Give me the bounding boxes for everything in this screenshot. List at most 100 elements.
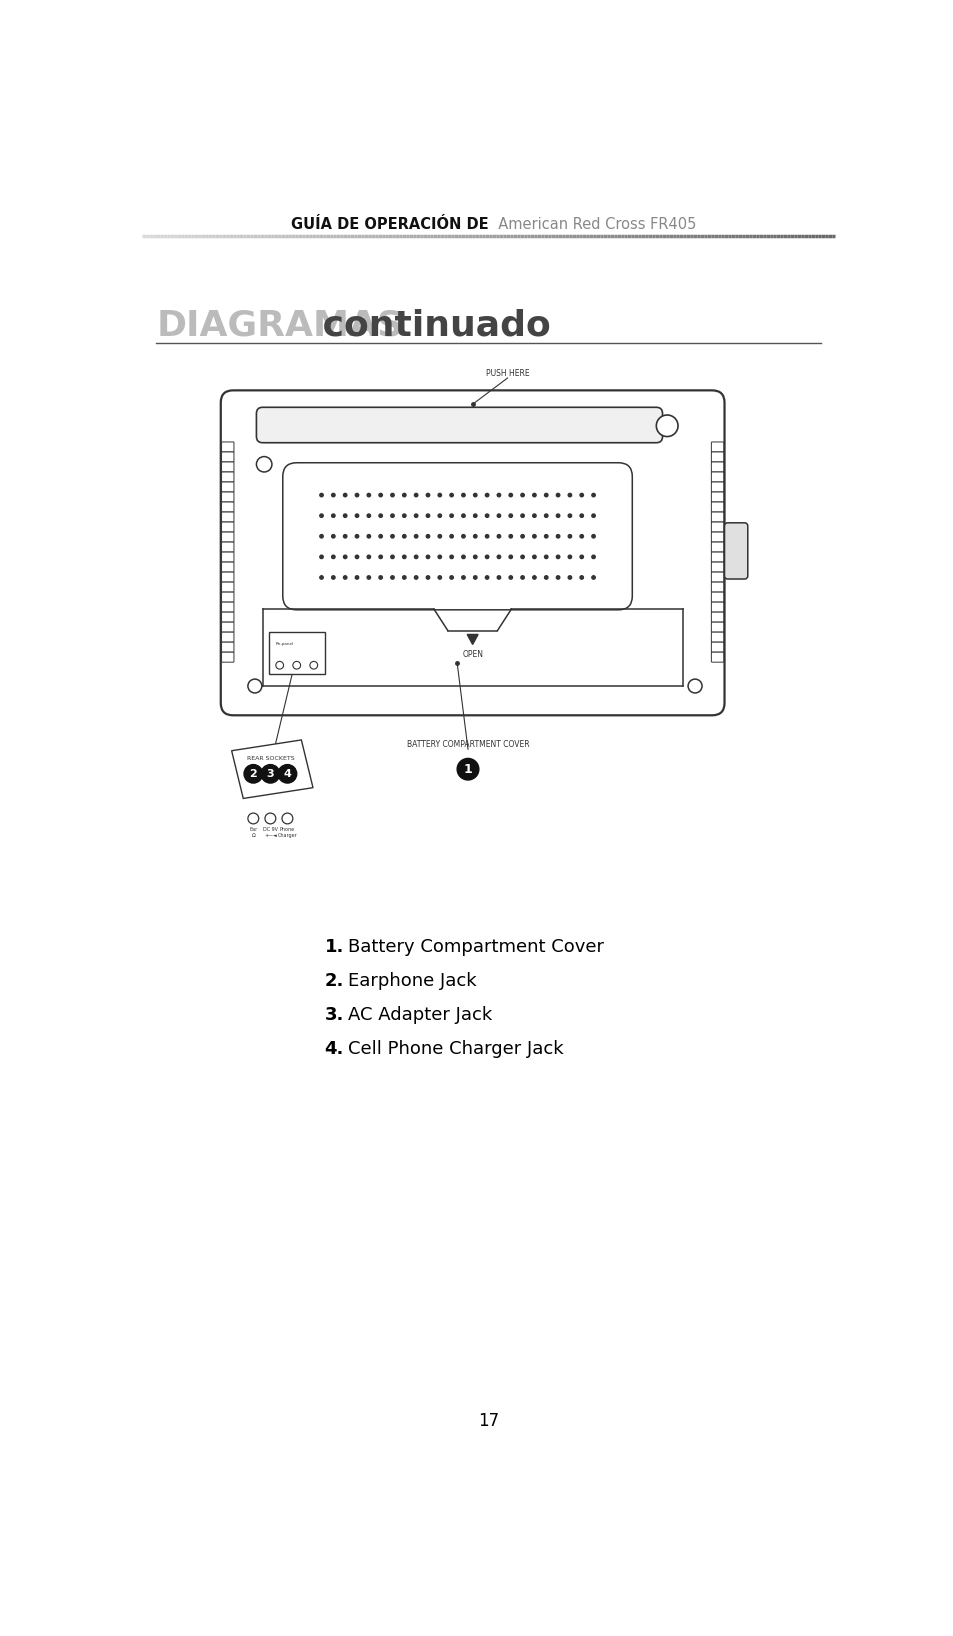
FancyBboxPatch shape [221,542,233,551]
Circle shape [414,514,417,517]
FancyBboxPatch shape [711,563,723,573]
Text: 2: 2 [249,769,257,779]
Circle shape [591,576,595,579]
Circle shape [520,514,524,517]
Circle shape [378,514,382,517]
Text: 1.: 1. [324,937,344,955]
Circle shape [568,494,571,497]
Circle shape [450,535,453,538]
Text: American Red Cross FR405: American Red Cross FR405 [488,216,696,232]
Circle shape [509,576,512,579]
Circle shape [509,494,512,497]
FancyBboxPatch shape [221,631,233,643]
Circle shape [532,555,536,558]
Circle shape [497,494,500,497]
Circle shape [520,576,524,579]
Text: DC 9V
+—◄: DC 9V +—◄ [263,826,277,838]
Circle shape [256,456,272,471]
Circle shape [485,494,488,497]
Circle shape [293,661,300,669]
Circle shape [319,535,323,538]
FancyBboxPatch shape [221,512,233,522]
FancyBboxPatch shape [711,573,723,582]
Text: Cell Phone Charger Jack: Cell Phone Charger Jack [348,1040,563,1058]
FancyBboxPatch shape [711,551,723,563]
Circle shape [367,494,370,497]
Circle shape [426,555,429,558]
Circle shape [450,514,453,517]
Circle shape [473,494,476,497]
Circle shape [497,576,500,579]
Text: Battery Compartment Cover: Battery Compartment Cover [348,937,603,955]
FancyBboxPatch shape [221,573,233,582]
FancyBboxPatch shape [221,563,233,573]
Text: AC Adapter Jack: AC Adapter Jack [348,1006,492,1024]
Circle shape [591,494,595,497]
Circle shape [556,514,559,517]
Circle shape [343,514,347,517]
Circle shape [450,494,453,497]
Circle shape [437,576,441,579]
Text: DIAGRAMAS: DIAGRAMAS [156,309,403,342]
Circle shape [391,555,394,558]
FancyBboxPatch shape [711,442,723,452]
Circle shape [509,535,512,538]
Text: 4.: 4. [324,1040,344,1058]
FancyBboxPatch shape [221,602,233,612]
Circle shape [402,494,406,497]
Circle shape [497,535,500,538]
Circle shape [402,555,406,558]
FancyBboxPatch shape [221,622,233,631]
FancyBboxPatch shape [221,551,233,563]
Circle shape [520,535,524,538]
Circle shape [378,555,382,558]
Circle shape [485,576,488,579]
FancyBboxPatch shape [221,471,233,483]
FancyBboxPatch shape [711,492,723,502]
FancyBboxPatch shape [711,612,723,622]
Circle shape [332,555,335,558]
Circle shape [485,514,488,517]
Circle shape [367,555,370,558]
FancyBboxPatch shape [221,532,233,542]
Circle shape [355,494,358,497]
Circle shape [367,514,370,517]
Text: Ear
Ω: Ear Ω [249,826,257,838]
Circle shape [450,555,453,558]
FancyBboxPatch shape [711,622,723,631]
Circle shape [378,576,382,579]
Text: REAR SOCKETS: REAR SOCKETS [246,756,294,761]
Circle shape [461,535,465,538]
Circle shape [497,555,500,558]
Circle shape [426,494,429,497]
FancyBboxPatch shape [711,643,723,653]
Circle shape [556,555,559,558]
FancyBboxPatch shape [221,461,233,471]
Bar [269,631,324,674]
Circle shape [343,576,347,579]
FancyBboxPatch shape [221,452,233,461]
Circle shape [367,535,370,538]
FancyBboxPatch shape [221,612,233,622]
Circle shape [402,576,406,579]
FancyBboxPatch shape [723,524,747,579]
Circle shape [414,494,417,497]
Circle shape [509,514,512,517]
Circle shape [319,555,323,558]
Circle shape [248,813,258,825]
Circle shape [497,514,500,517]
Circle shape [656,416,678,437]
Circle shape [591,514,595,517]
Circle shape [343,555,347,558]
Circle shape [426,535,429,538]
Text: 17: 17 [477,1412,499,1430]
Circle shape [437,555,441,558]
Circle shape [461,494,465,497]
Circle shape [568,535,571,538]
FancyBboxPatch shape [221,483,233,492]
Circle shape [556,535,559,538]
FancyBboxPatch shape [711,631,723,643]
Circle shape [532,576,536,579]
FancyBboxPatch shape [282,463,632,610]
Polygon shape [232,739,313,798]
